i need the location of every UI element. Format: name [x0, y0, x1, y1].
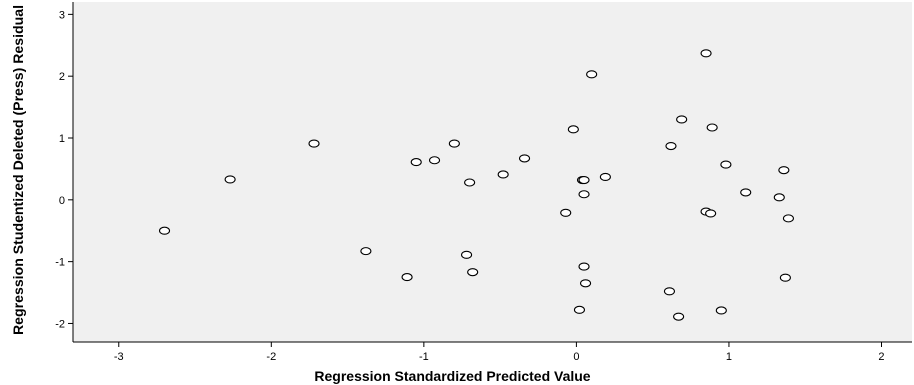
data-point — [599, 172, 611, 181]
data-point — [497, 170, 509, 179]
x-tick-label: -2 — [266, 351, 276, 363]
y-tick-label: -1 — [55, 257, 65, 269]
data-point — [158, 226, 171, 235]
data-point — [778, 166, 790, 175]
data-point — [573, 305, 586, 314]
data-point — [673, 312, 685, 321]
data-point — [578, 262, 590, 271]
data-point — [773, 193, 785, 202]
x-tick-label: -3 — [114, 351, 124, 363]
data-point — [308, 139, 320, 148]
data-point — [578, 190, 590, 199]
data-point — [715, 306, 727, 315]
x-axis-title: Regression Standardized Predicted Value — [314, 368, 590, 384]
data-points — [158, 49, 794, 321]
x-tick-label: -1 — [419, 351, 429, 363]
data-point — [464, 178, 476, 187]
data-point — [448, 139, 460, 148]
data-point — [720, 160, 732, 169]
data-point — [578, 175, 590, 185]
data-point — [467, 268, 479, 277]
x-axis-ticks: -3 -2 -1 0 1 2 — [114, 342, 885, 363]
data-point — [782, 214, 794, 223]
data-point — [567, 125, 579, 134]
data-point — [700, 49, 712, 58]
x-tick-label: 0 — [573, 351, 579, 363]
plot-area — [73, 2, 912, 342]
y-tick-label: 3 — [59, 9, 65, 21]
y-tick-label: 0 — [59, 195, 65, 207]
data-point — [676, 115, 688, 124]
y-axis-ticks: -2 -1 0 1 2 3 — [55, 9, 73, 330]
x-tick-label: 2 — [878, 351, 884, 363]
y-tick-label: 2 — [59, 71, 65, 83]
data-point — [410, 158, 422, 167]
data-point — [740, 188, 752, 197]
y-tick-label: 1 — [59, 133, 65, 145]
y-axis-title: Regression Studentized Deleted (Press) R… — [10, 5, 26, 335]
data-point — [560, 208, 572, 217]
data-point — [461, 250, 473, 259]
x-tick-label: 1 — [726, 351, 732, 363]
data-point — [663, 287, 676, 296]
data-point — [518, 154, 531, 163]
data-point — [360, 247, 372, 256]
data-point — [401, 273, 413, 282]
data-point — [705, 209, 717, 218]
y-tick-label: -2 — [55, 318, 65, 330]
data-point — [224, 175, 236, 184]
data-point — [428, 156, 441, 165]
data-point — [779, 273, 791, 282]
data-point — [586, 70, 598, 79]
data-point — [706, 123, 718, 132]
data-point — [665, 141, 677, 151]
data-point — [580, 279, 592, 288]
